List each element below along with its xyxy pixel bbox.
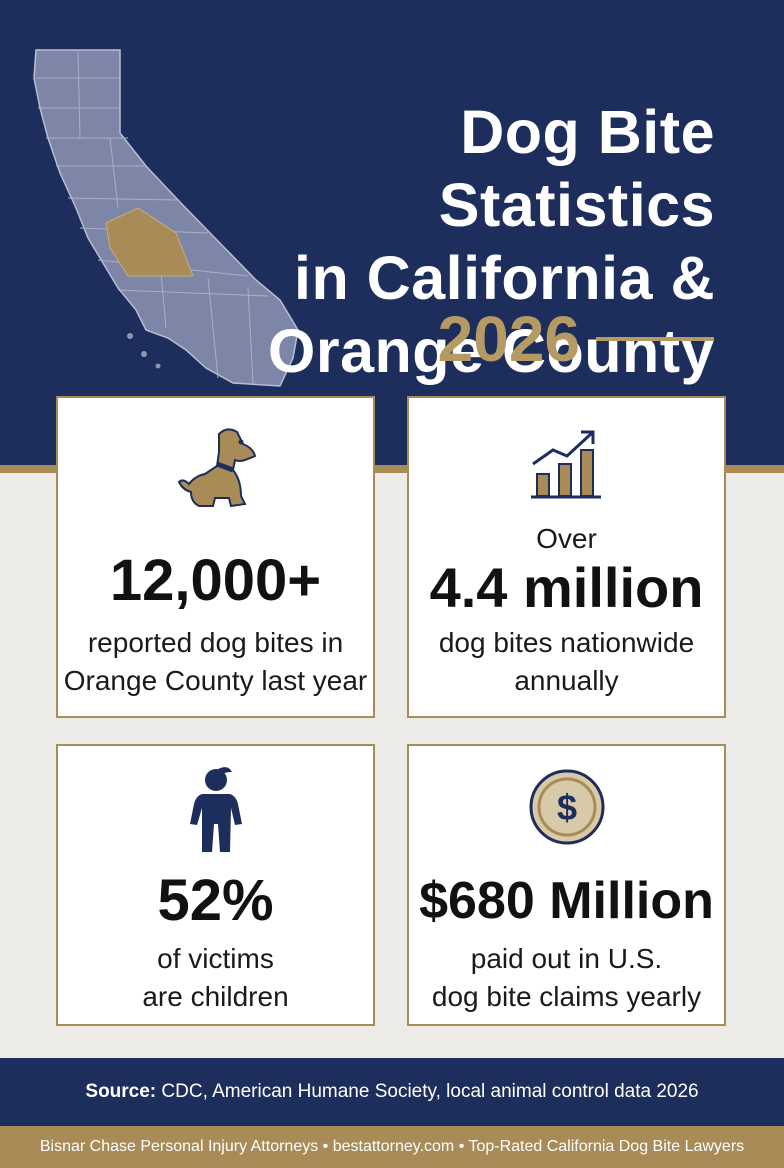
stat-description-line-1: of victims [157,943,274,974]
stat-description-line-2: dog bite claims yearly [431,981,702,1012]
stat-description-line-2: are children [142,981,289,1012]
stat-description: reported dog bites in Orange County last… [58,624,373,700]
gold-divider [0,465,784,473]
year-label: 2026 [437,303,580,375]
child-icon [189,767,242,852]
stat-card-orange-county: 12,000+ reported dog bites in Orange Cou… [56,396,375,718]
stat-prefix: Over [536,523,597,554]
dollar-coin-icon: $ [529,769,604,845]
california-map [33,49,299,387]
title-line-2: in California & [294,244,715,312]
svg-text:$: $ [556,787,576,828]
stat-description: of victims are children [58,940,373,1016]
stat-value: 52% [157,868,274,933]
stat-description: paid out in U.S. dog bite claims yearly [409,940,724,1016]
stat-card-nationwide: Over 4.4 million dog bites nationwide an… [407,396,726,718]
source-footer: Source: CDC, American Humane Society, lo… [0,1058,784,1126]
stat-card-claims: $ $680 Million paid out in U.S. dog bite… [407,744,726,1026]
bottom-credit-bar: Bisnar Chase Personal Injury Attorneys •… [0,1126,784,1168]
page-title: Dog Bite Statistics in California & Oran… [175,96,715,388]
source-label: Source: [85,1081,157,1102]
stat-value: $680 Million [419,872,714,930]
stat-description-line-1: dog bites nationwide [438,627,695,658]
bar-chart-icon [530,430,601,499]
dog-icon [177,428,256,508]
year-row: 2026 [420,300,720,380]
stat-value: 12,000+ [109,548,322,613]
year-rule [596,337,714,341]
stat-description-line-2: annually [514,665,619,696]
stat-card-children: 52% of victims are children [56,744,375,1026]
stat-description-line-1: paid out in U.S. [470,943,663,974]
source-text: CDC, American Humane Society, local anim… [156,1081,699,1102]
title-line-3: Orange County [267,317,715,385]
stat-description-line-1: reported dog bites in [87,627,344,658]
stat-description-line-2: Orange County last year [63,665,368,696]
stat-description: dog bites nationwide annually [409,624,724,700]
stat-value: 4.4 million [429,556,704,619]
title-line-1: Dog Bite Statistics [438,98,715,239]
credit-text: Bisnar Chase Personal Injury Attorneys •… [39,1138,745,1155]
